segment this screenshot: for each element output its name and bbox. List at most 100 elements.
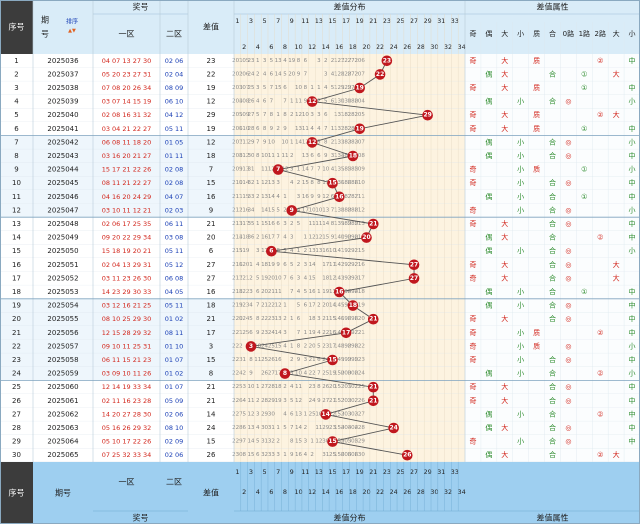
table-row-diff: 15 (207, 179, 216, 187)
table-row-zone1: 06 08 11 18 20 (102, 138, 152, 146)
row-main-bg (33, 448, 234, 462)
omission-cell: 21 (322, 316, 329, 322)
omission-cell: 16 (295, 452, 302, 458)
attr-cell: 小 (517, 246, 524, 255)
diff-ball (320, 409, 332, 420)
attr-header-col: 1路 (579, 29, 590, 38)
omission-cell: 193 (341, 275, 352, 281)
row-main-bg (33, 394, 234, 408)
omission-cell: 6 (304, 58, 308, 64)
omission-cell: 4 (331, 167, 335, 173)
omission-cell: 7 (263, 112, 267, 118)
attr-cell: ② (597, 234, 603, 242)
attr-cell: ① (581, 288, 587, 296)
omission-cell: 36 (247, 235, 254, 241)
omission-cell: 3 (317, 58, 321, 64)
row-attr-bg (465, 353, 640, 367)
omission-cell: 4 (317, 330, 321, 336)
omission-cell: 2 (310, 452, 314, 458)
footer-dist-odd: 17 (342, 468, 350, 476)
row-main-bg (33, 298, 234, 313)
omission-cell: 17 (309, 303, 316, 309)
omission-cell: 9 (297, 71, 301, 77)
omission-cell: 189 (341, 221, 352, 227)
attr-cell: ◎ (565, 315, 571, 323)
omission-cell: 7 (331, 207, 335, 213)
omission-cell: 145 (334, 303, 345, 309)
omission-cell: 23 (309, 384, 316, 390)
omission-cell: 20 (329, 384, 336, 390)
attr-cell: ◎ (565, 356, 571, 364)
sort-arrows-icon[interactable]: ▲▼ (68, 28, 76, 34)
omission-cell: 4 (242, 398, 246, 404)
omission-cell: 129 (341, 85, 352, 91)
dist-header-odd: 13 (315, 17, 323, 25)
omission-cell: 17 (275, 371, 282, 377)
attr-cell: 偶 (485, 233, 492, 242)
omission-cell: 143 (334, 275, 345, 281)
table-row-period: 2025061 (47, 397, 78, 405)
table-row-diff: 27 (207, 274, 216, 282)
omission-cell: 19 (261, 275, 268, 281)
omission-cell: 21 (261, 303, 268, 309)
omission-cell: 6 (256, 452, 260, 458)
header-prize-label: 奖号 (133, 2, 149, 12)
omission-cell: 302 (348, 398, 359, 404)
omission-cell: 6 (290, 411, 294, 417)
omission-cell: 146 (334, 316, 345, 322)
attr-cell: ◎ (565, 383, 571, 391)
footer-dist-odd: 25 (396, 468, 404, 476)
omission-cell: 12 (309, 235, 316, 241)
omission-cell: 3 (256, 411, 260, 417)
row-seq-bg (0, 326, 33, 340)
omission-cell: 9 (331, 235, 335, 241)
dist-header-odd: 3 (249, 17, 253, 25)
dist-header-even: 18 (349, 43, 357, 51)
attr-cell: 合 (549, 219, 556, 228)
omission-cell: 3 (276, 180, 280, 186)
omission-cell: 191 (341, 248, 352, 254)
attr-cell: 大 (501, 124, 508, 133)
table-row-period: 2025051 (47, 261, 78, 269)
attr-cell: 合 (549, 137, 556, 146)
omission-cell: 303 (348, 411, 359, 417)
omission-cell: 209 (232, 167, 243, 173)
omission-cell: 1 (256, 180, 260, 186)
dist-header-odd: 25 (396, 17, 404, 25)
omission-cell: 3 (304, 439, 308, 445)
attr-cell: 奇 (469, 273, 476, 282)
row-main-bg (33, 407, 234, 422)
attr-cell: 中 (629, 178, 636, 187)
omission-cell: 206 (341, 452, 352, 458)
footer-dist-odd: 19 (356, 468, 364, 476)
omission-cell: 127 (341, 58, 352, 64)
omission-cell: 16 (261, 235, 268, 241)
footer-dist-odd: 31 (437, 468, 445, 476)
omission-cell: 2 (324, 58, 328, 64)
header-attr-label: 差值属性 (537, 2, 569, 12)
sort-button[interactable]: 排序 (66, 18, 78, 26)
omission-cell: 25 (309, 411, 316, 417)
row-attr-bg (465, 394, 640, 408)
omission-cell: 5 (276, 207, 280, 213)
omission-cell: 4 (263, 71, 267, 77)
attr-cell: ◎ (565, 424, 571, 432)
attr-cell: 偶 (485, 151, 492, 160)
omission-cell: 281 (348, 112, 359, 118)
omission-cell: 20 (268, 275, 275, 281)
omission-cell: 17 (322, 262, 329, 268)
header-diff-bg (188, 0, 234, 54)
row-main-bg (33, 190, 234, 204)
omission-cell: 217 (232, 275, 243, 281)
diff-ball-label: 23 (383, 57, 391, 64)
omission-cell: 14 (309, 262, 316, 268)
omission-cell: 1 (290, 139, 294, 145)
row-main-bg (33, 81, 234, 95)
omission-cell: 221 (232, 330, 243, 336)
header-attr-bg (465, 0, 640, 54)
omission-cell: 2 (331, 58, 335, 64)
table-row-diff: 23 (207, 57, 216, 65)
omission-cell: 6 (317, 357, 321, 363)
row-main-bg (33, 421, 234, 435)
attr-cell: ◎ (565, 342, 571, 350)
